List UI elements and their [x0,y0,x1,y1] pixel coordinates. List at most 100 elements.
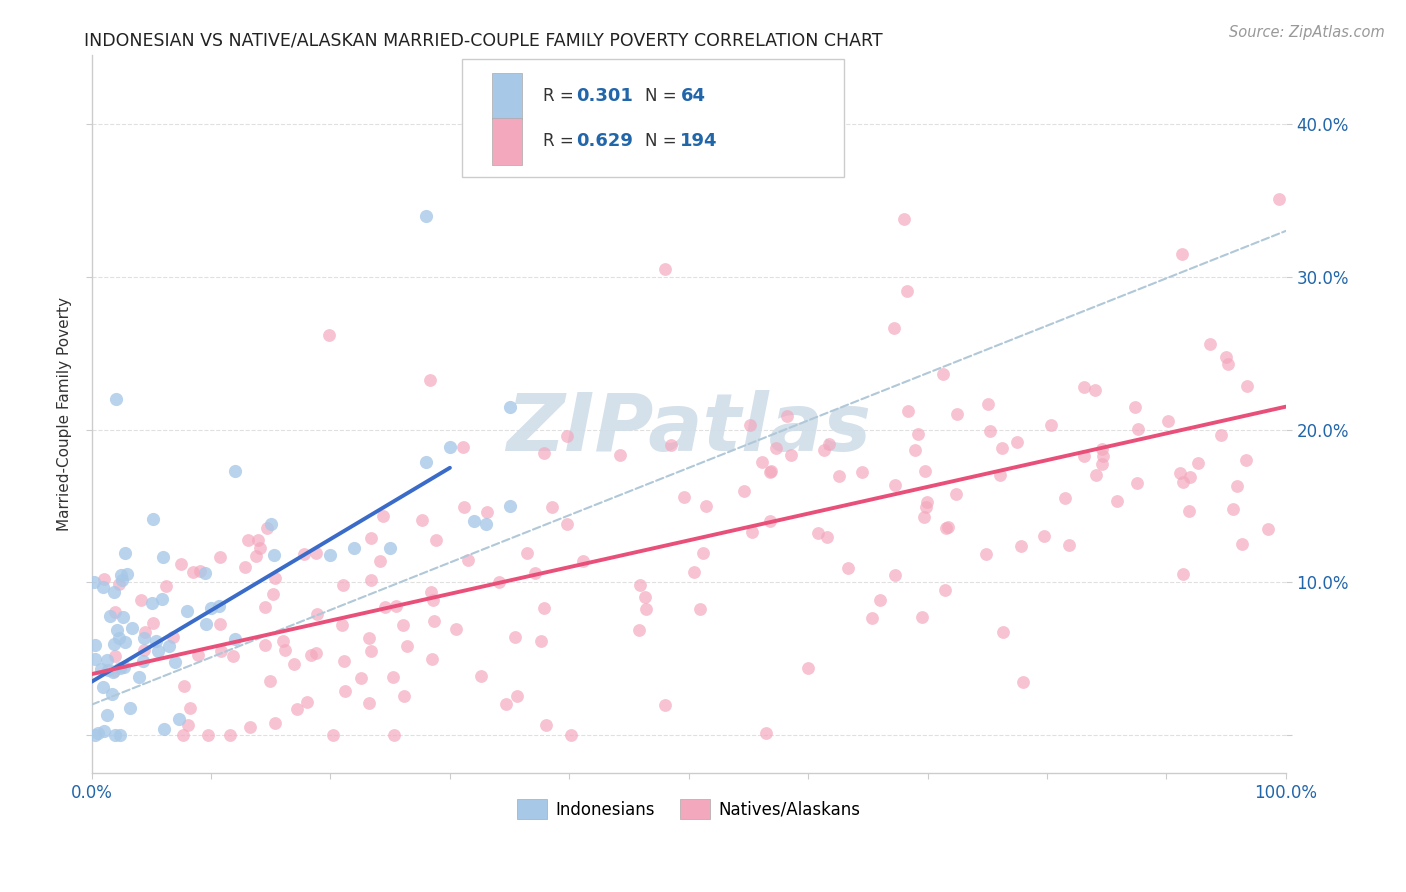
Point [654,698,676,712]
Point [157,639,180,653]
Point [1091,442,1114,457]
Point [115,566,138,581]
Text: N =: N = [644,132,682,151]
Point [142,511,165,525]
Point [1234,453,1257,467]
Point [1173,567,1195,582]
Point [146,644,169,658]
Point [912,510,935,524]
Point [104,648,127,663]
Point [103,728,125,742]
Point [555,516,578,531]
Point [333,654,356,668]
Point [533,601,555,615]
Point [1168,467,1191,481]
Point [190,564,212,578]
Point [162,630,184,644]
Point [152,549,174,564]
Point [911,610,934,624]
Point [837,561,859,575]
Point [634,602,657,616]
Point [474,517,496,532]
Point [1157,414,1180,428]
Point [394,689,416,703]
Point [197,728,219,742]
Point [173,728,195,742]
Point [108,577,131,591]
Point [350,671,373,685]
Point [132,654,155,668]
Point [129,593,152,607]
Point [759,514,782,528]
Point [194,566,217,580]
Point [103,665,125,679]
Point [506,689,529,703]
Point [419,374,441,388]
Point [374,599,396,614]
Point [420,652,443,666]
Point [368,554,391,568]
Point [897,404,920,418]
Point [97,663,120,677]
Point [423,615,446,629]
Point [1012,674,1035,689]
Point [285,702,308,716]
Point [530,633,553,648]
Point [776,409,799,424]
Point [498,401,520,415]
Point [741,525,763,540]
Point [91,580,114,594]
Point [453,500,475,514]
Point [121,622,143,636]
Point [111,610,134,624]
Point [222,648,245,663]
Point [360,573,382,587]
Point [224,464,246,478]
Point [1178,470,1201,484]
Point [84,728,107,742]
Point [132,643,155,657]
Point [935,521,957,535]
Point [176,604,198,618]
Point [259,674,281,689]
Point [209,550,232,565]
Point [141,596,163,610]
Point [572,553,595,567]
Point [209,616,232,631]
FancyBboxPatch shape [461,59,844,178]
Point [634,590,657,604]
Point [245,549,267,564]
Point [93,723,115,738]
Point [247,533,270,548]
Point [382,728,405,742]
Point [737,140,759,154]
Point [451,440,474,454]
Point [1105,494,1128,508]
Point [503,630,526,644]
Point [1222,501,1244,516]
Y-axis label: Married-Couple Family Poverty: Married-Couple Family Poverty [58,297,72,532]
Point [991,441,1014,455]
Point [114,546,136,560]
Point [283,657,305,671]
Point [179,701,201,715]
Point [498,499,520,513]
Point [262,587,284,601]
Point [932,367,955,381]
Point [780,448,803,462]
Point [1215,350,1237,364]
Point [979,424,1001,438]
Point [169,557,191,571]
FancyBboxPatch shape [492,73,522,120]
Point [93,573,115,587]
Point [1226,479,1249,493]
Point [209,644,232,658]
Point [195,617,218,632]
Point [360,531,382,545]
Point [292,548,315,562]
Point [384,599,406,613]
Point [609,448,631,462]
Point [359,631,381,645]
Point [295,695,318,709]
Point [181,566,204,580]
